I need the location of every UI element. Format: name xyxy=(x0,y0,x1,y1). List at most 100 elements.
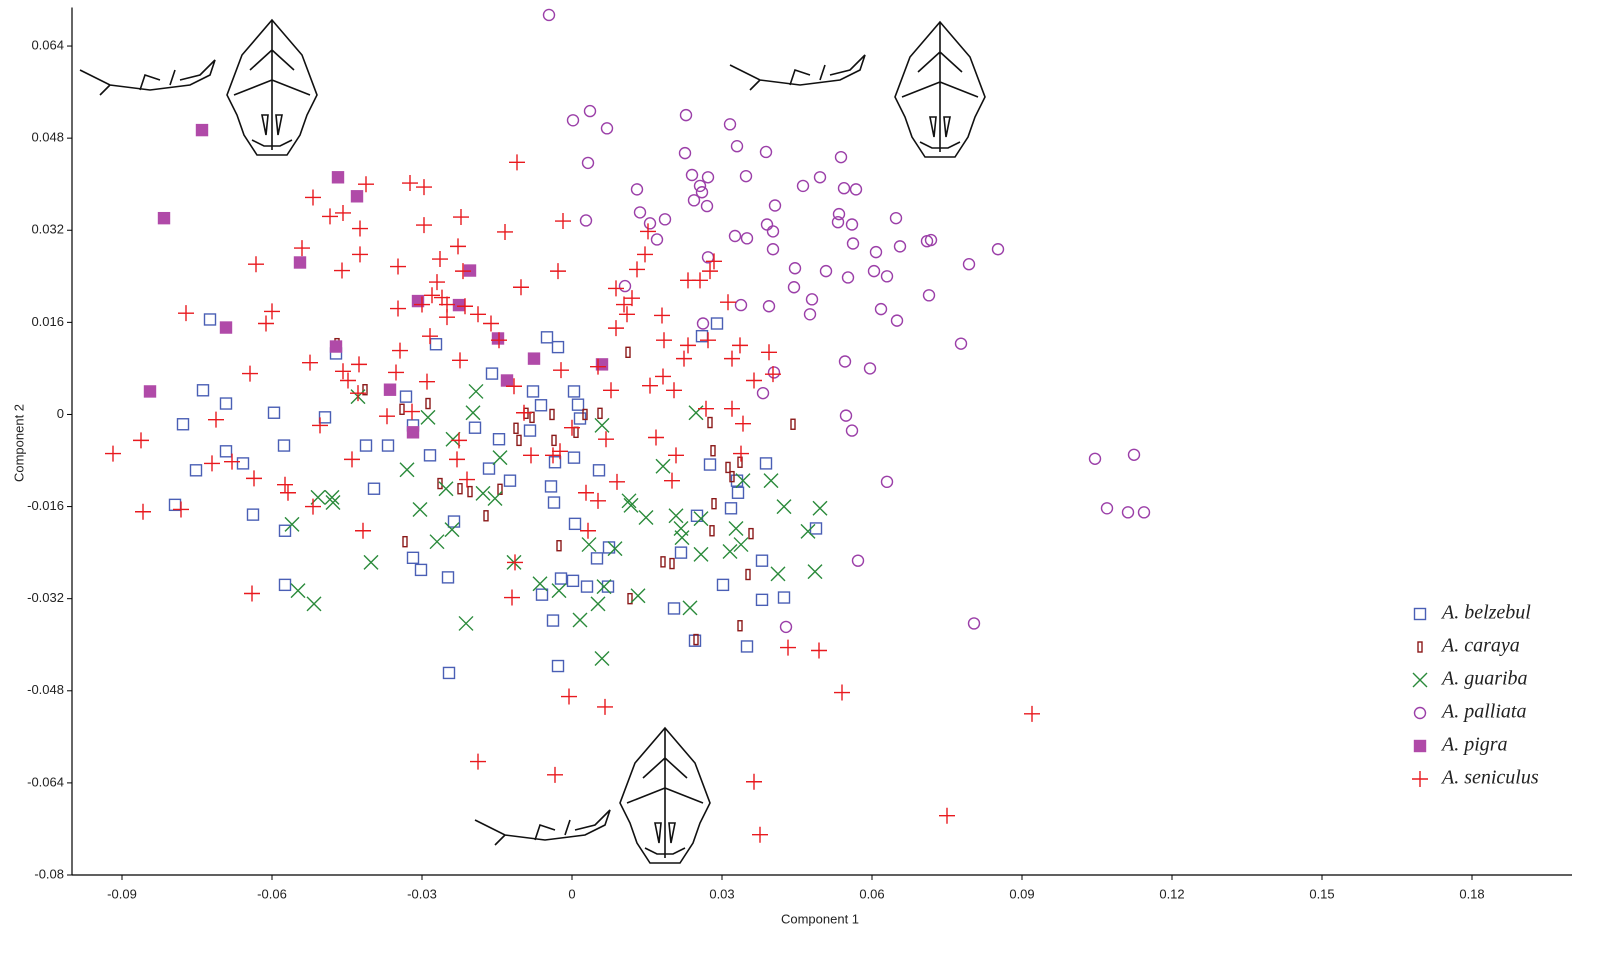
data-point xyxy=(484,511,488,521)
data-point xyxy=(732,475,743,486)
data-point xyxy=(726,503,737,514)
data-point xyxy=(609,474,625,490)
data-point xyxy=(626,347,630,357)
data-point xyxy=(369,483,380,494)
data-point xyxy=(430,535,444,549)
data-point xyxy=(761,344,777,360)
data-point xyxy=(401,391,412,402)
data-point xyxy=(839,183,850,194)
data-point xyxy=(752,827,768,843)
data-point xyxy=(668,447,684,463)
data-point xyxy=(777,500,791,514)
data-point xyxy=(582,581,593,592)
data-point xyxy=(733,446,749,462)
data-point xyxy=(536,400,547,411)
data-point xyxy=(514,423,518,433)
data-point xyxy=(529,353,540,364)
data-point xyxy=(694,512,708,526)
data-point xyxy=(768,226,779,237)
data-point xyxy=(178,419,189,430)
data-point xyxy=(443,572,454,583)
data-point xyxy=(648,429,664,445)
data-point xyxy=(746,570,750,580)
data-point xyxy=(892,315,903,326)
data-point xyxy=(742,641,753,652)
data-point xyxy=(502,375,513,386)
data-point xyxy=(468,487,472,497)
data-point xyxy=(729,521,743,535)
legend-marker xyxy=(1413,673,1427,687)
data-point xyxy=(836,152,847,163)
data-point xyxy=(402,175,418,191)
data-point xyxy=(660,214,671,225)
data-point xyxy=(789,282,800,293)
data-point xyxy=(573,399,584,410)
data-point xyxy=(594,465,605,476)
x-tick-label: 0.15 xyxy=(1309,886,1334,901)
data-point xyxy=(568,115,579,126)
data-point xyxy=(724,401,740,417)
data-point xyxy=(924,290,935,301)
data-point xyxy=(322,208,338,224)
data-point xyxy=(484,463,495,474)
data-point xyxy=(798,180,809,191)
data-point xyxy=(470,306,486,322)
data-point xyxy=(1129,449,1140,460)
data-point xyxy=(413,502,427,516)
data-point xyxy=(746,373,762,389)
data-point xyxy=(738,621,742,631)
data-point xyxy=(680,337,696,353)
data-point xyxy=(246,470,262,486)
data-point xyxy=(639,511,653,525)
data-point xyxy=(764,301,775,312)
data-point xyxy=(466,406,480,420)
data-point xyxy=(431,339,442,350)
data-point xyxy=(248,256,264,272)
data-point xyxy=(173,501,189,517)
data-point xyxy=(801,524,815,538)
data-point xyxy=(351,356,367,372)
data-point xyxy=(302,355,318,371)
data-point xyxy=(178,305,194,321)
data-point xyxy=(333,172,344,183)
legend-label: A. caraya xyxy=(1440,635,1520,657)
data-point xyxy=(608,320,624,336)
data-point xyxy=(781,621,792,632)
legend-marker xyxy=(1415,741,1426,752)
data-point xyxy=(742,233,753,244)
legend-label: A. seniculus xyxy=(1440,767,1539,789)
data-point xyxy=(561,689,577,705)
data-point xyxy=(578,485,594,501)
y-tick-label: -0.048 xyxy=(27,682,64,697)
data-point xyxy=(581,215,592,226)
data-point xyxy=(840,356,851,367)
data-point xyxy=(602,123,613,134)
data-point xyxy=(570,518,581,529)
data-point xyxy=(453,209,469,225)
x-tick-label: -0.03 xyxy=(407,886,437,901)
data-point xyxy=(285,517,299,531)
data-point xyxy=(687,169,698,180)
data-point xyxy=(619,306,635,322)
data-point xyxy=(591,597,605,611)
data-point xyxy=(469,384,483,398)
data-point xyxy=(432,251,448,267)
data-point xyxy=(575,413,586,424)
data-point xyxy=(732,141,743,152)
data-point xyxy=(504,590,520,606)
data-point xyxy=(712,499,716,509)
data-point xyxy=(724,351,740,367)
data-point xyxy=(993,244,1004,255)
data-point xyxy=(403,537,407,547)
data-point xyxy=(851,184,862,195)
data-point xyxy=(392,343,408,359)
data-point xyxy=(383,440,394,451)
data-point xyxy=(746,774,762,790)
data-point xyxy=(964,259,975,270)
data-point xyxy=(569,452,580,463)
data-point xyxy=(635,207,646,218)
data-point xyxy=(843,272,854,283)
legend-label: A. pigra xyxy=(1440,734,1508,756)
data-point xyxy=(446,432,460,446)
data-point xyxy=(242,366,258,382)
